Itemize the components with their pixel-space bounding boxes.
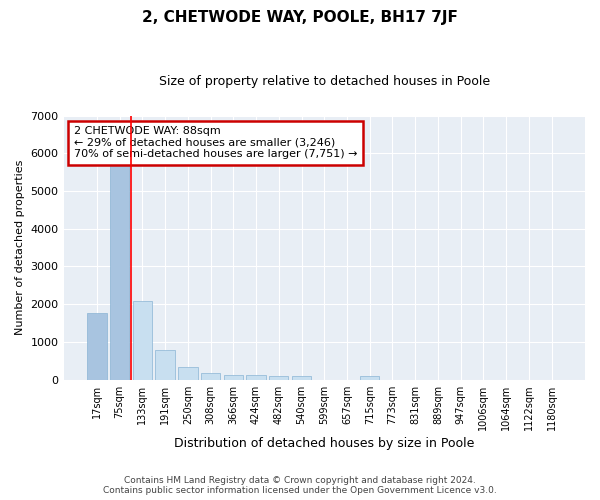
Text: 2, CHETWODE WAY, POOLE, BH17 7JF: 2, CHETWODE WAY, POOLE, BH17 7JF (142, 10, 458, 25)
Bar (133, 301, 152, 380)
Bar (178, 367, 197, 380)
X-axis label: Distribution of detached houses by size in Poole: Distribution of detached houses by size … (174, 437, 475, 450)
Bar (110, 162, 130, 380)
Bar (292, 376, 311, 380)
Bar (269, 376, 289, 380)
Text: 2 CHETWODE WAY: 88sqm
← 29% of detached houses are smaller (3,246)
70% of semi-d: 2 CHETWODE WAY: 88sqm ← 29% of detached … (74, 126, 358, 160)
Text: Contains HM Land Registry data © Crown copyright and database right 2024.
Contai: Contains HM Land Registry data © Crown c… (103, 476, 497, 495)
Bar (155, 350, 175, 380)
Y-axis label: Number of detached properties: Number of detached properties (15, 160, 25, 336)
Bar (201, 372, 220, 380)
Title: Size of property relative to detached houses in Poole: Size of property relative to detached ho… (159, 75, 490, 88)
Bar (87, 312, 107, 380)
Bar (224, 375, 243, 380)
Bar (247, 375, 266, 380)
Bar (360, 376, 379, 380)
